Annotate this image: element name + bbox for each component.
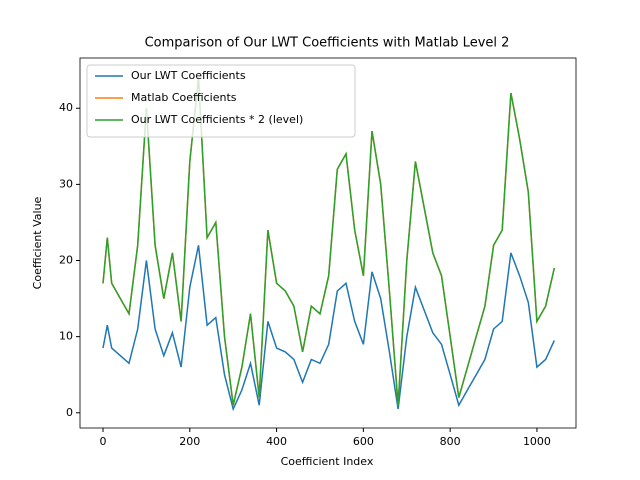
legend-label: Our LWT Coefficients — [131, 69, 246, 82]
legend-label: Matlab Coefficients — [131, 91, 237, 104]
y-tick-label: 0 — [66, 406, 73, 419]
series-line — [102, 245, 555, 412]
legend: Our LWT Coefficients Matlab Coefficients O… — [86, 64, 356, 138]
y-tick-label: 20 — [59, 254, 73, 267]
chart-title: Comparison of Our LWT Coefficients with … — [145, 36, 510, 51]
x-tick-label: 400 — [266, 435, 287, 448]
x-tick-label: 0 — [99, 435, 106, 448]
x-tick-label: 200 — [179, 435, 200, 448]
plot-frame — [79, 57, 577, 429]
x-tick-label: 1000 — [523, 435, 551, 448]
x-tick-label: 800 — [440, 435, 461, 448]
series-line — [102, 77, 556, 406]
y-tick-label: 40 — [59, 101, 73, 114]
legend-box — [86, 64, 356, 138]
legend-label: Our LWT Coefficients * 2 (level) — [131, 113, 303, 126]
x-tick-label: 600 — [353, 435, 374, 448]
y-axis-label: Coefficient Value — [31, 196, 44, 289]
y-tick-label: 30 — [59, 177, 73, 190]
y-tick-label: 10 — [59, 330, 73, 343]
x-axis-label: Coefficient Index — [281, 455, 374, 468]
